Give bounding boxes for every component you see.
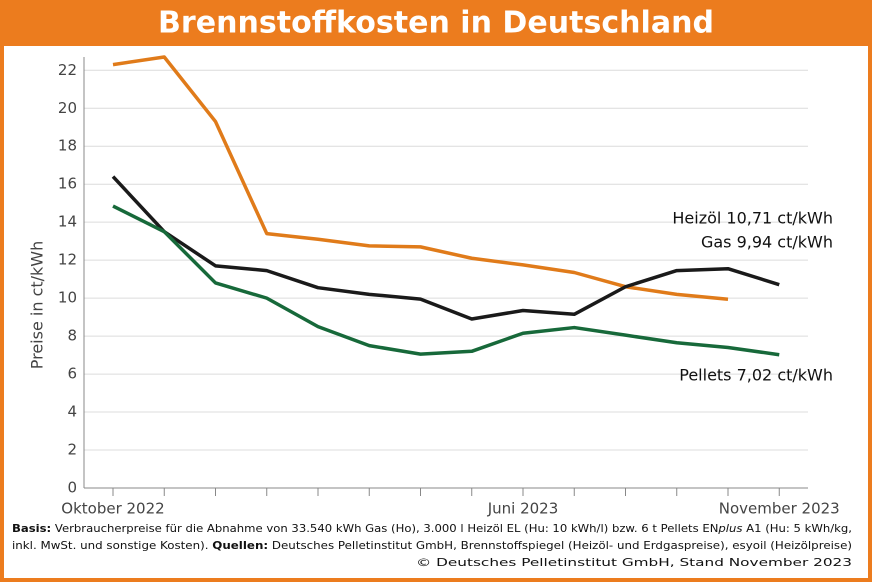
series-line: [112, 204, 780, 357]
y-axis-label: Preise in ct/kWh: [28, 241, 47, 370]
x-tick-label: November 2023: [719, 500, 840, 518]
footnote-strong: Basis:: [12, 522, 51, 535]
y-tick-label: 2: [67, 441, 77, 459]
footnote-text: Verbraucherpreise für die Abnahme von 33…: [51, 522, 718, 535]
footnote-text: © Deutsches Pelletinstitut GmbH, Stand N…: [416, 556, 852, 569]
y-tick-label: 0: [67, 479, 77, 497]
footnote-line: © Deutsches Pelletinstitut GmbH, Stand N…: [416, 556, 852, 569]
chart-title: Brennstoffkosten in Deutschland: [158, 6, 714, 41]
y-tick-label: 14: [58, 213, 77, 231]
footnote-text: A1 (Hu: 5 kWh/kg,: [742, 522, 852, 535]
y-tick-label: 16: [58, 175, 77, 193]
footnote-line: inkl. MwSt. und sonstige Kosten). Quelle…: [12, 539, 852, 552]
annotation: Gas 9,94 ct/kWh: [701, 233, 833, 252]
footnote-line: Basis: Verbraucherpreise für die Abnahme…: [12, 522, 852, 535]
footnote-strong: Quellen:: [212, 539, 268, 552]
y-tick-label: 6: [67, 365, 77, 383]
y-tick-label: 22: [58, 61, 77, 79]
y-tick-label: 10: [58, 289, 77, 307]
y-tick-label: 20: [58, 99, 77, 117]
x-tick-label: Oktober 2022: [61, 500, 164, 518]
annotation: Heizöl 10,71 ct/kWh: [672, 209, 833, 228]
y-tick-label: 12: [58, 251, 77, 269]
footnote-text: Deutsches Pelletinstitut GmbH, Brennstof…: [268, 539, 852, 552]
series-line: [111, 175, 780, 321]
header: [0, 0, 872, 46]
x-tick-label: Juni 2023: [487, 500, 559, 518]
footnote-italic: plus: [717, 522, 742, 535]
y-tick-label: 8: [67, 327, 77, 345]
footnote-text: inkl. MwSt. und sonstige Kosten).: [12, 539, 212, 552]
y-tick-label: 18: [58, 137, 77, 155]
y-tick-label: 4: [67, 403, 77, 421]
annotation: Pellets 7,02 ct/kWh: [679, 366, 833, 385]
